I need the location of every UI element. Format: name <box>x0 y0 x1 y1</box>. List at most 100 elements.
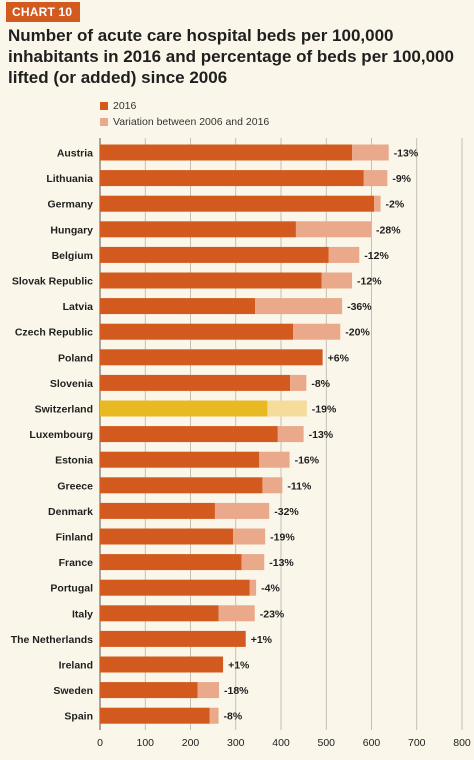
data-label: -4% <box>261 583 280 595</box>
bar-2016 <box>100 682 198 699</box>
x-tick-label: 300 <box>227 737 245 749</box>
bar-2016 <box>100 144 353 161</box>
data-label: +1% <box>228 660 250 672</box>
bar-variation <box>255 298 343 315</box>
x-tick-label: 500 <box>317 737 335 749</box>
bar-2016 <box>100 246 329 263</box>
legend-item-variation: Variation between 2006 and 2016 <box>100 114 269 130</box>
category-label: Poland <box>58 352 93 364</box>
category-label: Germany <box>47 199 93 211</box>
bar-2016 <box>100 374 291 391</box>
legend-swatch-variation <box>100 118 108 126</box>
category-label: Switzerland <box>35 404 93 416</box>
data-label: -12% <box>364 250 389 262</box>
data-label: -9% <box>392 173 411 185</box>
bar-variation <box>374 195 381 212</box>
category-label: Finland <box>56 532 93 544</box>
category-label: Portugal <box>50 583 93 595</box>
data-label: -28% <box>376 224 401 236</box>
category-label: Belgium <box>52 250 93 262</box>
data-label: +1% <box>251 634 273 646</box>
category-label: Austria <box>57 148 93 160</box>
legend-label-variation: Variation between 2006 and 2016 <box>113 116 270 128</box>
chart-title: Number of acute care hospital beds per 1… <box>8 26 454 87</box>
data-label: -20% <box>345 327 370 339</box>
data-label: -2% <box>386 199 405 211</box>
data-label: -13% <box>309 429 334 441</box>
x-tick-label: 800 <box>453 737 471 749</box>
bar-2016 <box>100 477 263 494</box>
bar-2016 <box>100 195 375 212</box>
bar-variation <box>277 426 304 443</box>
x-tick-label: 100 <box>136 737 154 749</box>
data-label: -8% <box>311 378 330 390</box>
bar-2016 <box>100 502 215 519</box>
data-label: -23% <box>260 608 285 620</box>
bar-2016 <box>100 605 219 622</box>
category-label: Sweden <box>53 685 93 697</box>
category-label: France <box>59 557 94 569</box>
category-label: Luxembourg <box>29 429 93 441</box>
bar-variation <box>321 272 353 289</box>
data-label: -32% <box>274 506 299 518</box>
bar-variation <box>267 400 307 417</box>
x-tick-label: 600 <box>363 737 381 749</box>
category-label: Lithuania <box>46 173 93 185</box>
category-label: Ireland <box>59 660 93 672</box>
bar-variation <box>295 221 372 238</box>
category-label: Greece <box>57 480 93 492</box>
bar-2016 <box>100 656 224 673</box>
category-label: Spain <box>64 711 93 723</box>
bar-variation <box>209 707 219 724</box>
bar-variation <box>197 682 220 699</box>
bar-2016 <box>100 272 322 289</box>
bar-variation <box>352 144 389 161</box>
category-label: Czech Republic <box>15 327 93 339</box>
category-label: The Netherlands <box>11 634 93 646</box>
bar-variation <box>328 246 360 263</box>
bar-variation <box>233 528 266 545</box>
data-label: -16% <box>295 455 320 467</box>
bar-2016 <box>100 630 246 647</box>
chart-number-badge: CHART 10 <box>6 2 81 22</box>
x-tick-label: 400 <box>272 737 290 749</box>
x-tick-label: 200 <box>182 737 200 749</box>
data-label: -11% <box>287 480 312 492</box>
bar-2016 <box>100 221 296 238</box>
bar-2016 <box>100 400 268 417</box>
bar-variation <box>363 170 388 187</box>
category-label: Latvia <box>63 301 94 313</box>
data-label: -13% <box>394 148 419 160</box>
data-label: -19% <box>312 404 337 416</box>
category-label: Slovak Republic <box>12 276 93 288</box>
category-label: Estonia <box>55 455 93 467</box>
bar-2016 <box>100 554 242 571</box>
x-tick-label: 0 <box>97 737 103 749</box>
category-label: Slovenia <box>50 378 93 390</box>
bar-variation <box>214 502 270 519</box>
bar-2016 <box>100 579 250 596</box>
legend-swatch-2016 <box>100 102 108 110</box>
bar-2016 <box>100 528 234 545</box>
bar-variation <box>249 579 257 596</box>
x-tick-label: 700 <box>408 737 426 749</box>
bar-2016 <box>100 349 323 366</box>
bar-2016 <box>100 707 210 724</box>
legend-label-2016: 2016 <box>113 100 137 112</box>
chart-legend: 2016 Variation between 2006 and 2016 <box>100 98 269 130</box>
category-label: Italy <box>72 608 93 620</box>
data-label: -36% <box>347 301 372 313</box>
bar-2016 <box>100 451 260 468</box>
data-label: -12% <box>357 276 382 288</box>
bar-variation <box>218 605 255 622</box>
bar-variation <box>262 477 283 494</box>
data-label: -18% <box>224 685 249 697</box>
bar-2016 <box>100 323 294 340</box>
data-label: +6% <box>328 352 350 364</box>
bar-variation <box>293 323 341 340</box>
data-label: -13% <box>269 557 294 569</box>
bar-2016 <box>100 426 278 443</box>
category-label: Denmark <box>48 506 93 518</box>
data-label: -8% <box>224 711 243 723</box>
